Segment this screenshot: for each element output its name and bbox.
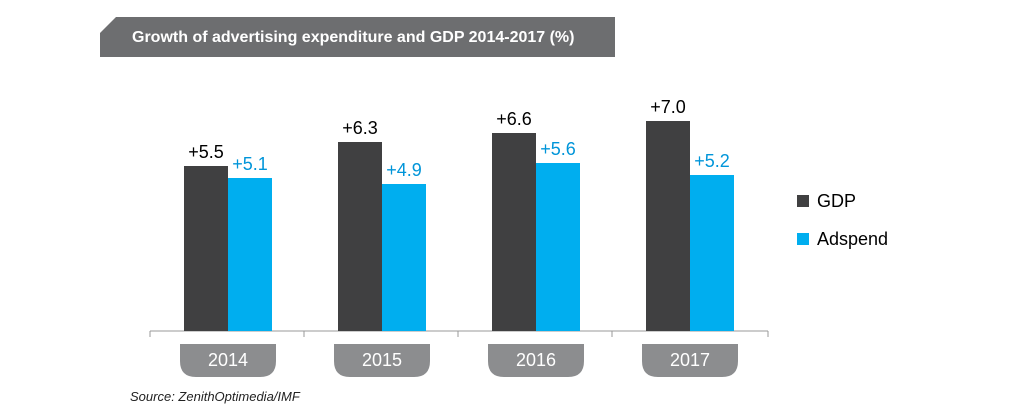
data-label-gdp: +6.6 [496,109,532,129]
legend-swatch-adspend [797,233,809,245]
legend-swatch-gdp [797,195,809,207]
category-tab [488,344,584,377]
x-tick-label: 2016 [516,350,556,370]
bar-adspend [228,178,272,331]
bar-gdp [184,166,228,331]
bar-gdp [338,142,382,331]
legend-label-gdp: GDP [817,191,856,211]
data-label-gdp: +6.3 [342,118,378,138]
data-label-gdp: +7.0 [650,97,686,117]
data-label-adspend: +5.6 [540,139,576,159]
bar-gdp [646,121,690,331]
bar-adspend [690,175,734,331]
chart-title: Growth of advertising expenditure and GD… [132,29,575,46]
bar-adspend [536,163,580,331]
bar-gdp [492,133,536,331]
source-note: Source: ZenithOptimedia/IMF [130,389,300,404]
bar-adspend [382,184,426,331]
data-label-gdp: +5.5 [188,142,224,162]
x-tick-label: 2017 [670,350,710,370]
x-tick-label: 2014 [208,350,248,370]
category-tab [180,344,276,377]
legend-label-adspend: Adspend [817,229,888,249]
category-tab [642,344,738,377]
data-label-adspend: +5.2 [694,151,730,171]
title-banner [100,17,615,57]
category-tab [334,344,430,377]
data-label-adspend: +5.1 [232,154,268,174]
x-tick-label: 2015 [362,350,402,370]
data-label-adspend: +4.9 [386,160,422,180]
